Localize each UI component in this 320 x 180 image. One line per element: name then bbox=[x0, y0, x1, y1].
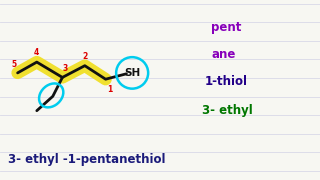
Text: SH: SH bbox=[124, 68, 140, 78]
Text: ane: ane bbox=[211, 48, 236, 60]
Text: 5: 5 bbox=[12, 60, 17, 69]
Text: 2: 2 bbox=[82, 52, 87, 61]
Text: 4: 4 bbox=[34, 48, 39, 57]
Text: pent: pent bbox=[211, 21, 242, 34]
Text: 3: 3 bbox=[63, 64, 68, 73]
Text: 1-thiol: 1-thiol bbox=[205, 75, 248, 88]
Text: 3- ethyl -1-pentanethiol: 3- ethyl -1-pentanethiol bbox=[8, 153, 165, 166]
Text: 3- ethyl: 3- ethyl bbox=[202, 104, 252, 117]
Text: 1: 1 bbox=[107, 85, 112, 94]
